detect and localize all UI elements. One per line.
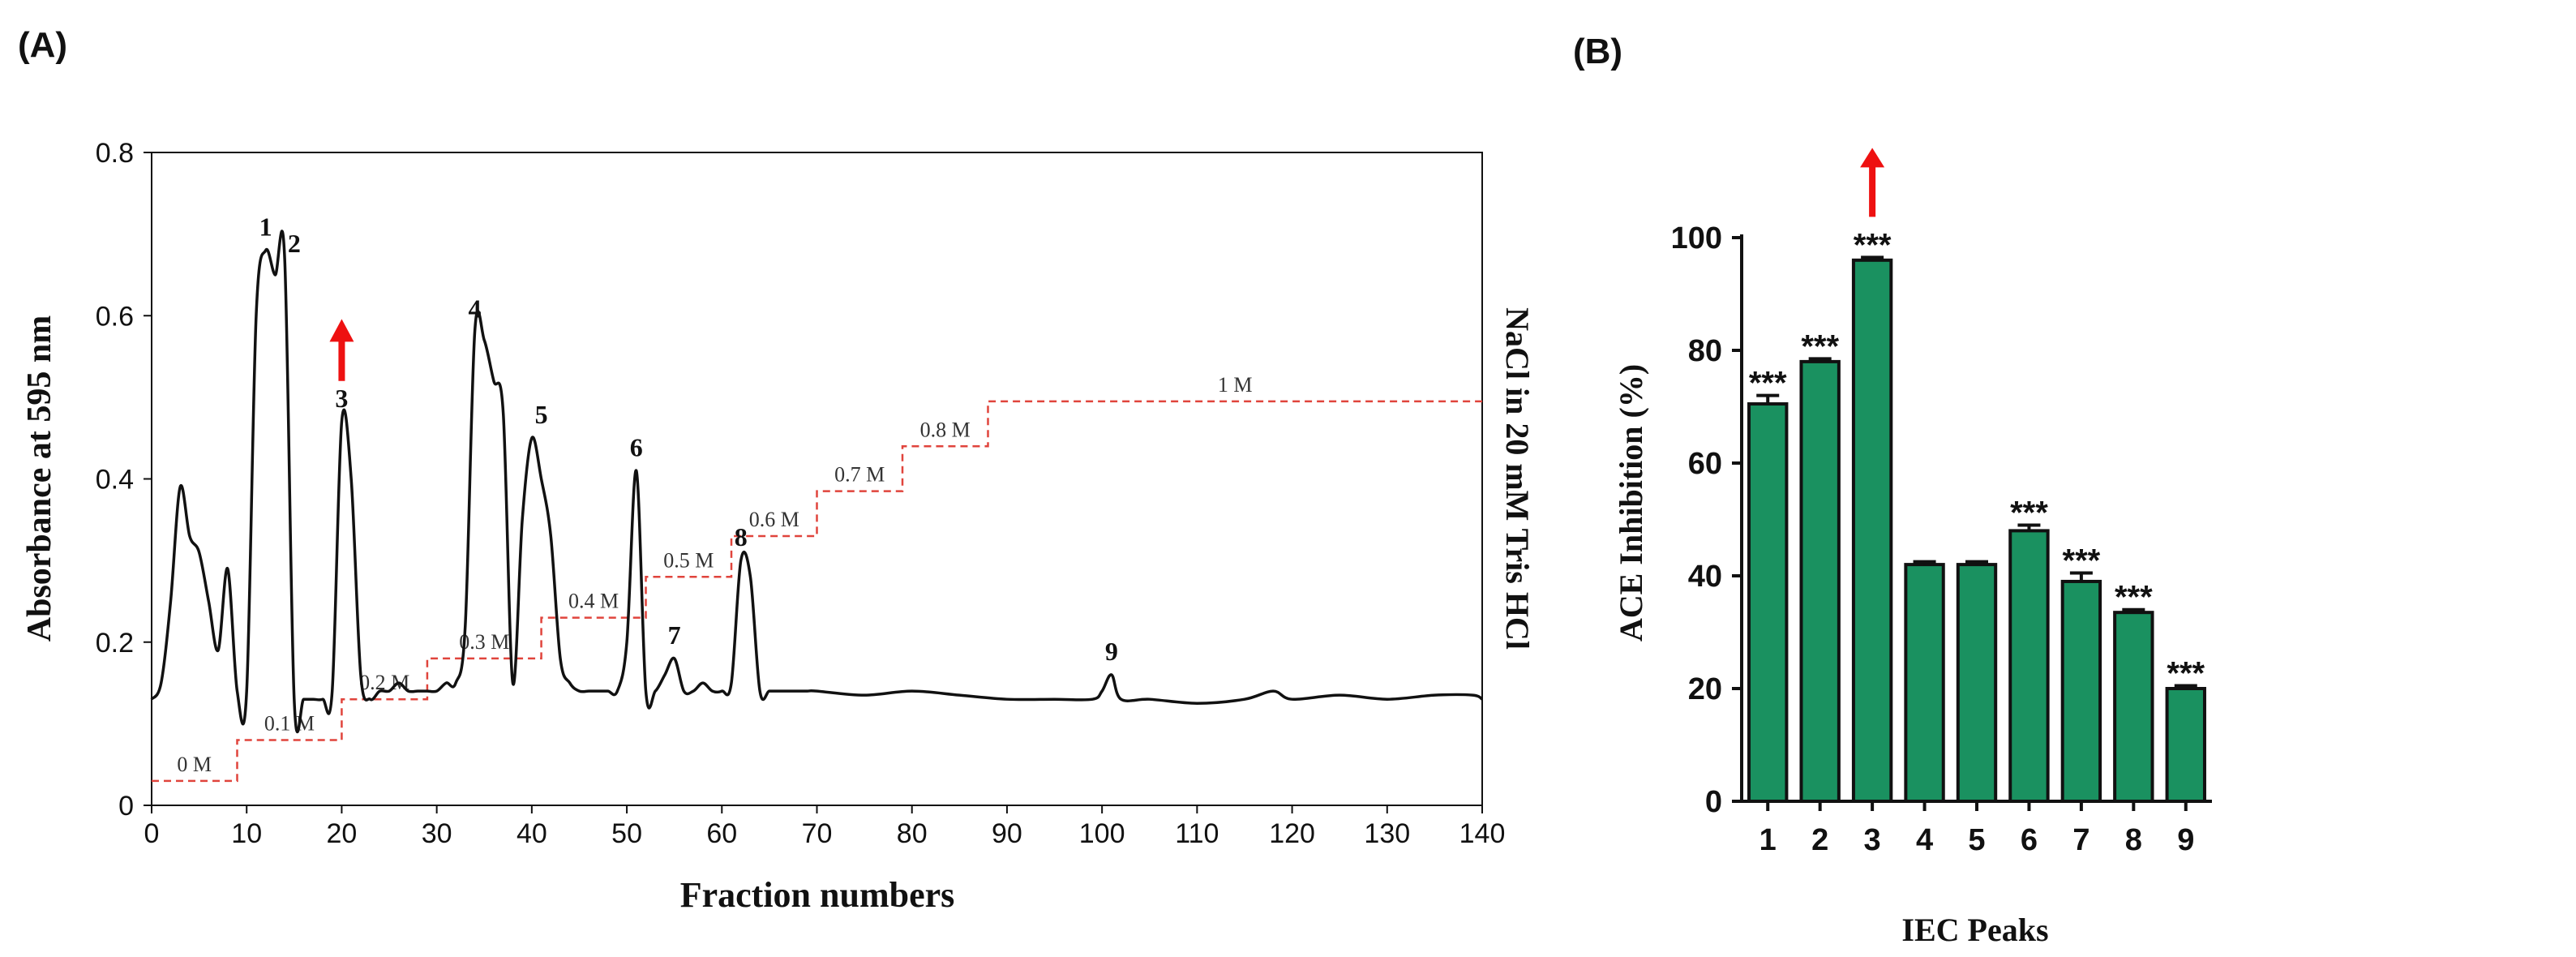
- significance-label: ***: [2167, 656, 2205, 692]
- panel-a-arrow: [329, 319, 354, 381]
- peak-label: 3: [335, 384, 348, 413]
- peak-label: 9: [1105, 637, 1118, 666]
- y2-axis-title-a: NaCl in 20 mM Tris HCl: [1499, 307, 1536, 650]
- x-tick-label-a: 30: [422, 818, 452, 849]
- gradient-step-line: [152, 400, 1482, 783]
- significance-label: ***: [1801, 328, 1839, 364]
- peak-label: 6: [630, 432, 643, 461]
- significance-label: ***: [2063, 543, 2101, 579]
- x-tick-label-a: 80: [897, 818, 928, 849]
- y-tick-label-b: 20: [1688, 672, 1722, 706]
- bars-b: *** *** *** *** *** *** ***: [1747, 227, 2206, 804]
- x-tick-label-a: 90: [992, 818, 1022, 849]
- y-tick-label-a: 0.8: [96, 138, 134, 169]
- bar: [2165, 687, 2206, 803]
- y-tick-label-b: 100: [1671, 221, 1722, 255]
- bar: [2008, 529, 2050, 804]
- gradient-step-label: 0.1 M: [264, 712, 315, 736]
- x-tick-label-a: 0: [144, 818, 160, 849]
- gradient-step-label: 0.4 M: [568, 590, 619, 613]
- bar: [1747, 402, 1789, 803]
- gradient-step-label: 0 M: [177, 753, 212, 776]
- gradient-step-label: 0.6 M: [749, 508, 799, 531]
- x-tick-label-b: 6: [2021, 823, 2038, 857]
- y-tick-label-b: 40: [1688, 560, 1722, 594]
- y-tick-label-a: 0.6: [96, 301, 134, 332]
- panel-a-chart: 0 M0.1 M0.2 M0.3 M0.4 M0.5 M0.6 M0.7 M0.…: [21, 138, 1536, 915]
- x-tick-label-a: 50: [611, 818, 642, 849]
- arrow-head-a: [329, 319, 354, 342]
- x-axis-title-b: IEC Peaks: [1901, 912, 2048, 948]
- bar: [1904, 563, 1945, 803]
- y-tick-label-a: 0.2: [96, 628, 134, 659]
- gradient-step-label: 0.8 M: [920, 418, 971, 441]
- bar: [1956, 563, 1998, 803]
- absorbance-line: [150, 230, 1483, 734]
- panel-b-arrow: [1860, 148, 1885, 217]
- peak-label: 1: [259, 212, 272, 242]
- significance-label: ***: [1854, 227, 1892, 263]
- y-tick-label-b: 0: [1705, 785, 1722, 819]
- significance-label: ***: [2010, 495, 2048, 530]
- x-tick-label-a: 140: [1459, 818, 1506, 849]
- absorbance-series: [150, 230, 1483, 734]
- x-tick-label-a: 60: [706, 818, 737, 849]
- axes-a-ticks: 0 10 20 30 40 50 60 70 80 90 100 110 120 130 140 0 0.2 0.…: [96, 138, 1506, 849]
- nacl-gradient: 0 M0.1 M0.2 M0.3 M0.4 M0.5 M0.6 M0.7 M0.…: [152, 373, 1482, 783]
- bar: [2113, 611, 2154, 803]
- x-tick-label-a: 10: [231, 818, 262, 849]
- x-tick-label-b: 7: [2072, 823, 2090, 857]
- bar: [1799, 359, 1841, 803]
- x-tick-label-b: 2: [1811, 823, 1828, 857]
- y-tick-label-b: 80: [1688, 334, 1722, 368]
- x-tick-label-b: 3: [1864, 823, 1881, 857]
- significance-label: ***: [2115, 580, 2153, 616]
- x-tick-label-b: 8: [2125, 823, 2142, 857]
- panel-a-label: (A): [18, 25, 67, 65]
- peak-label: 7: [668, 620, 681, 650]
- gradient-step-label: 1 M: [1218, 373, 1253, 397]
- peak-labels: 12 3 4 5 6 7 8 9: [259, 212, 1118, 666]
- bar: [1851, 258, 1893, 803]
- x-tick-label-a: 20: [327, 818, 358, 849]
- significance-label: ***: [1749, 366, 1787, 401]
- peak-label: 8: [735, 522, 748, 551]
- x-tick-label-b: 5: [1968, 823, 1985, 857]
- x-tick-label-a: 130: [1364, 818, 1410, 849]
- peak-label: 5: [535, 400, 548, 429]
- x-tick-label-a: 110: [1175, 818, 1219, 849]
- bar: [2060, 579, 2102, 803]
- arrow-head-b: [1860, 148, 1885, 168]
- gradient-step-label: 0.7 M: [834, 463, 885, 487]
- x-tick-label-b: 1: [1759, 823, 1777, 857]
- y-tick-label-b: 60: [1688, 447, 1722, 481]
- x-tick-label-b: 4: [1916, 823, 1933, 857]
- x-tick-label-a: 120: [1269, 818, 1315, 849]
- y-axis-title-a: Absorbance at 595 nm: [21, 315, 58, 642]
- x-tick-label-a: 70: [802, 818, 833, 849]
- peak-label: 2: [288, 229, 301, 258]
- y-tick-label-a: 0: [118, 791, 134, 822]
- panel-b-label: (B): [1573, 32, 1622, 71]
- gradient-step-label: 0.5 M: [663, 548, 714, 572]
- gradient-step-label: 0.3 M: [459, 630, 509, 654]
- x-tick-label-b: 9: [2177, 823, 2194, 857]
- peak-label: 4: [469, 294, 482, 323]
- x-axis-title-a: Fraction numbers: [680, 875, 955, 915]
- y-axis-title-b: ACE Inhibition (%): [1613, 364, 1649, 642]
- x-tick-label-a: 40: [516, 818, 547, 849]
- x-tick-label-a: 100: [1079, 818, 1125, 849]
- y-tick-label-a: 0.4: [96, 465, 134, 496]
